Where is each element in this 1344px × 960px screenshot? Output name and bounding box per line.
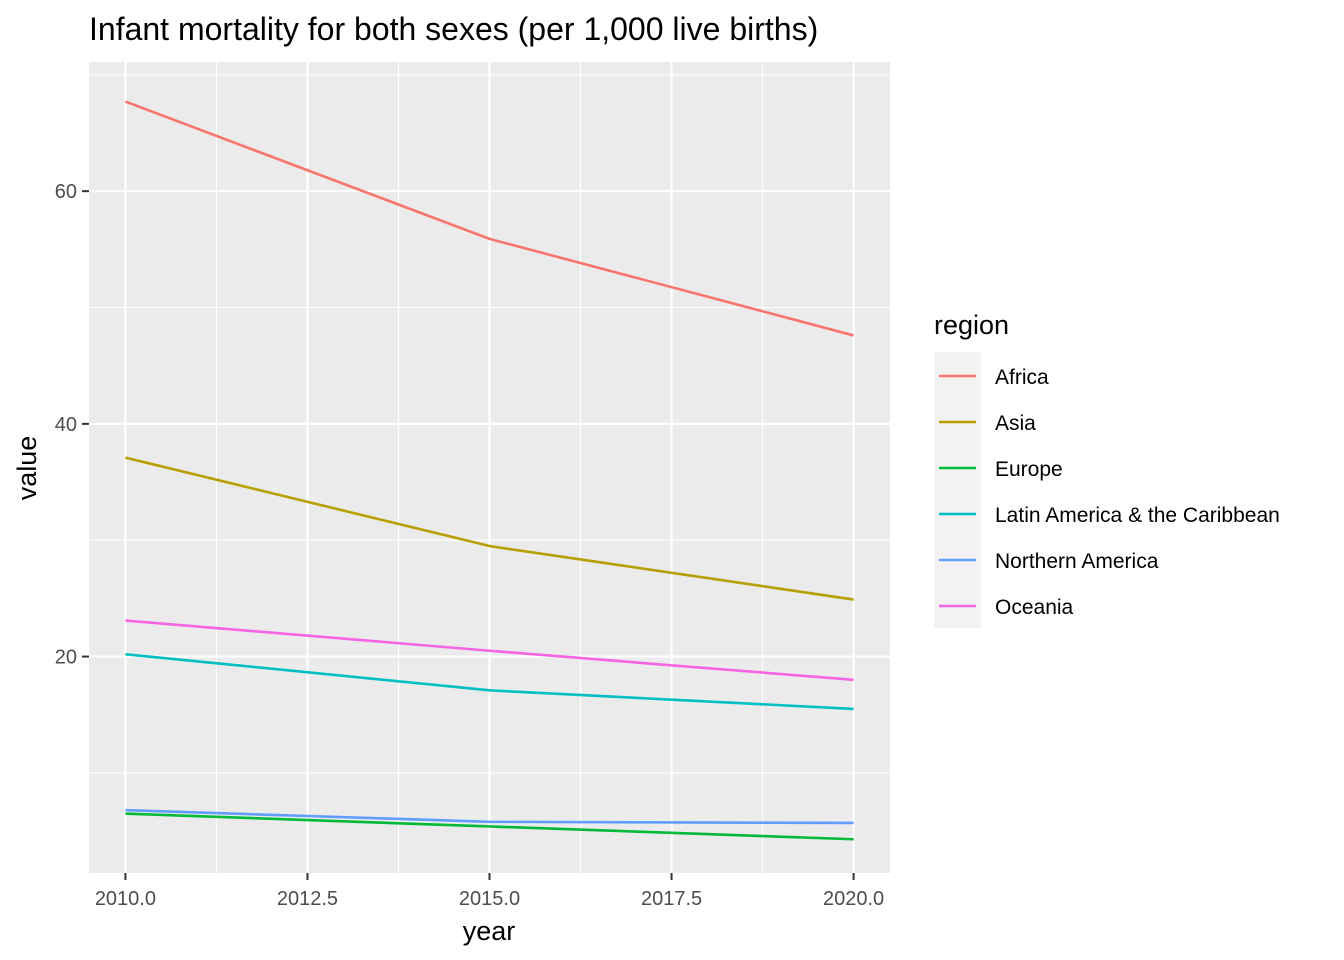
- legend-key-background: [934, 352, 981, 628]
- y-tick-label-1: 40: [55, 414, 77, 436]
- series-line-latin-america-the-caribbean: [125, 652, 854, 711]
- legend-label-europe: Europe: [995, 458, 1063, 481]
- legend-title: region: [934, 310, 1009, 340]
- y-axis: 20 40 60: [55, 181, 89, 669]
- y-tick-label-0: 20: [55, 647, 77, 669]
- chart-title: Infant mortality for both sexes (per 1,0…: [89, 11, 818, 47]
- legend-label-latin-america-the-caribbean: Latin America & the Caribbean: [995, 504, 1280, 527]
- legend-label-oceania: Oceania: [995, 596, 1074, 619]
- x-axis-title: year: [463, 916, 516, 946]
- x-tick-label-3: 2017.5: [641, 888, 702, 910]
- x-tick-label-2: 2015.0: [459, 888, 520, 910]
- legend-label-northern-america: Northern America: [995, 550, 1159, 573]
- major-gridlines: [89, 62, 890, 873]
- y-tick-label-2: 60: [55, 181, 77, 203]
- x-tick-label-4: 2020.0: [823, 888, 884, 910]
- legend: region Africa Asia Europe Latin America & t…: [934, 310, 1280, 628]
- x-axis: 2010.0 2012.5 2015.0 2017.5 2020.0: [95, 873, 884, 910]
- series-lines: [124, 100, 854, 841]
- legend-label-africa: Africa: [995, 366, 1049, 389]
- y-axis-title: value: [12, 436, 42, 501]
- series-line-oceania: [125, 619, 854, 682]
- series-line-europe: [125, 812, 854, 841]
- series-line-africa: [124, 100, 854, 337]
- series-line-northern-america: [125, 808, 854, 825]
- series-line-asia: [125, 456, 854, 601]
- legend-label-asia: Asia: [995, 412, 1036, 435]
- x-tick-label-1: 2012.5: [277, 888, 338, 910]
- x-tick-label-0: 2010.0: [95, 888, 156, 910]
